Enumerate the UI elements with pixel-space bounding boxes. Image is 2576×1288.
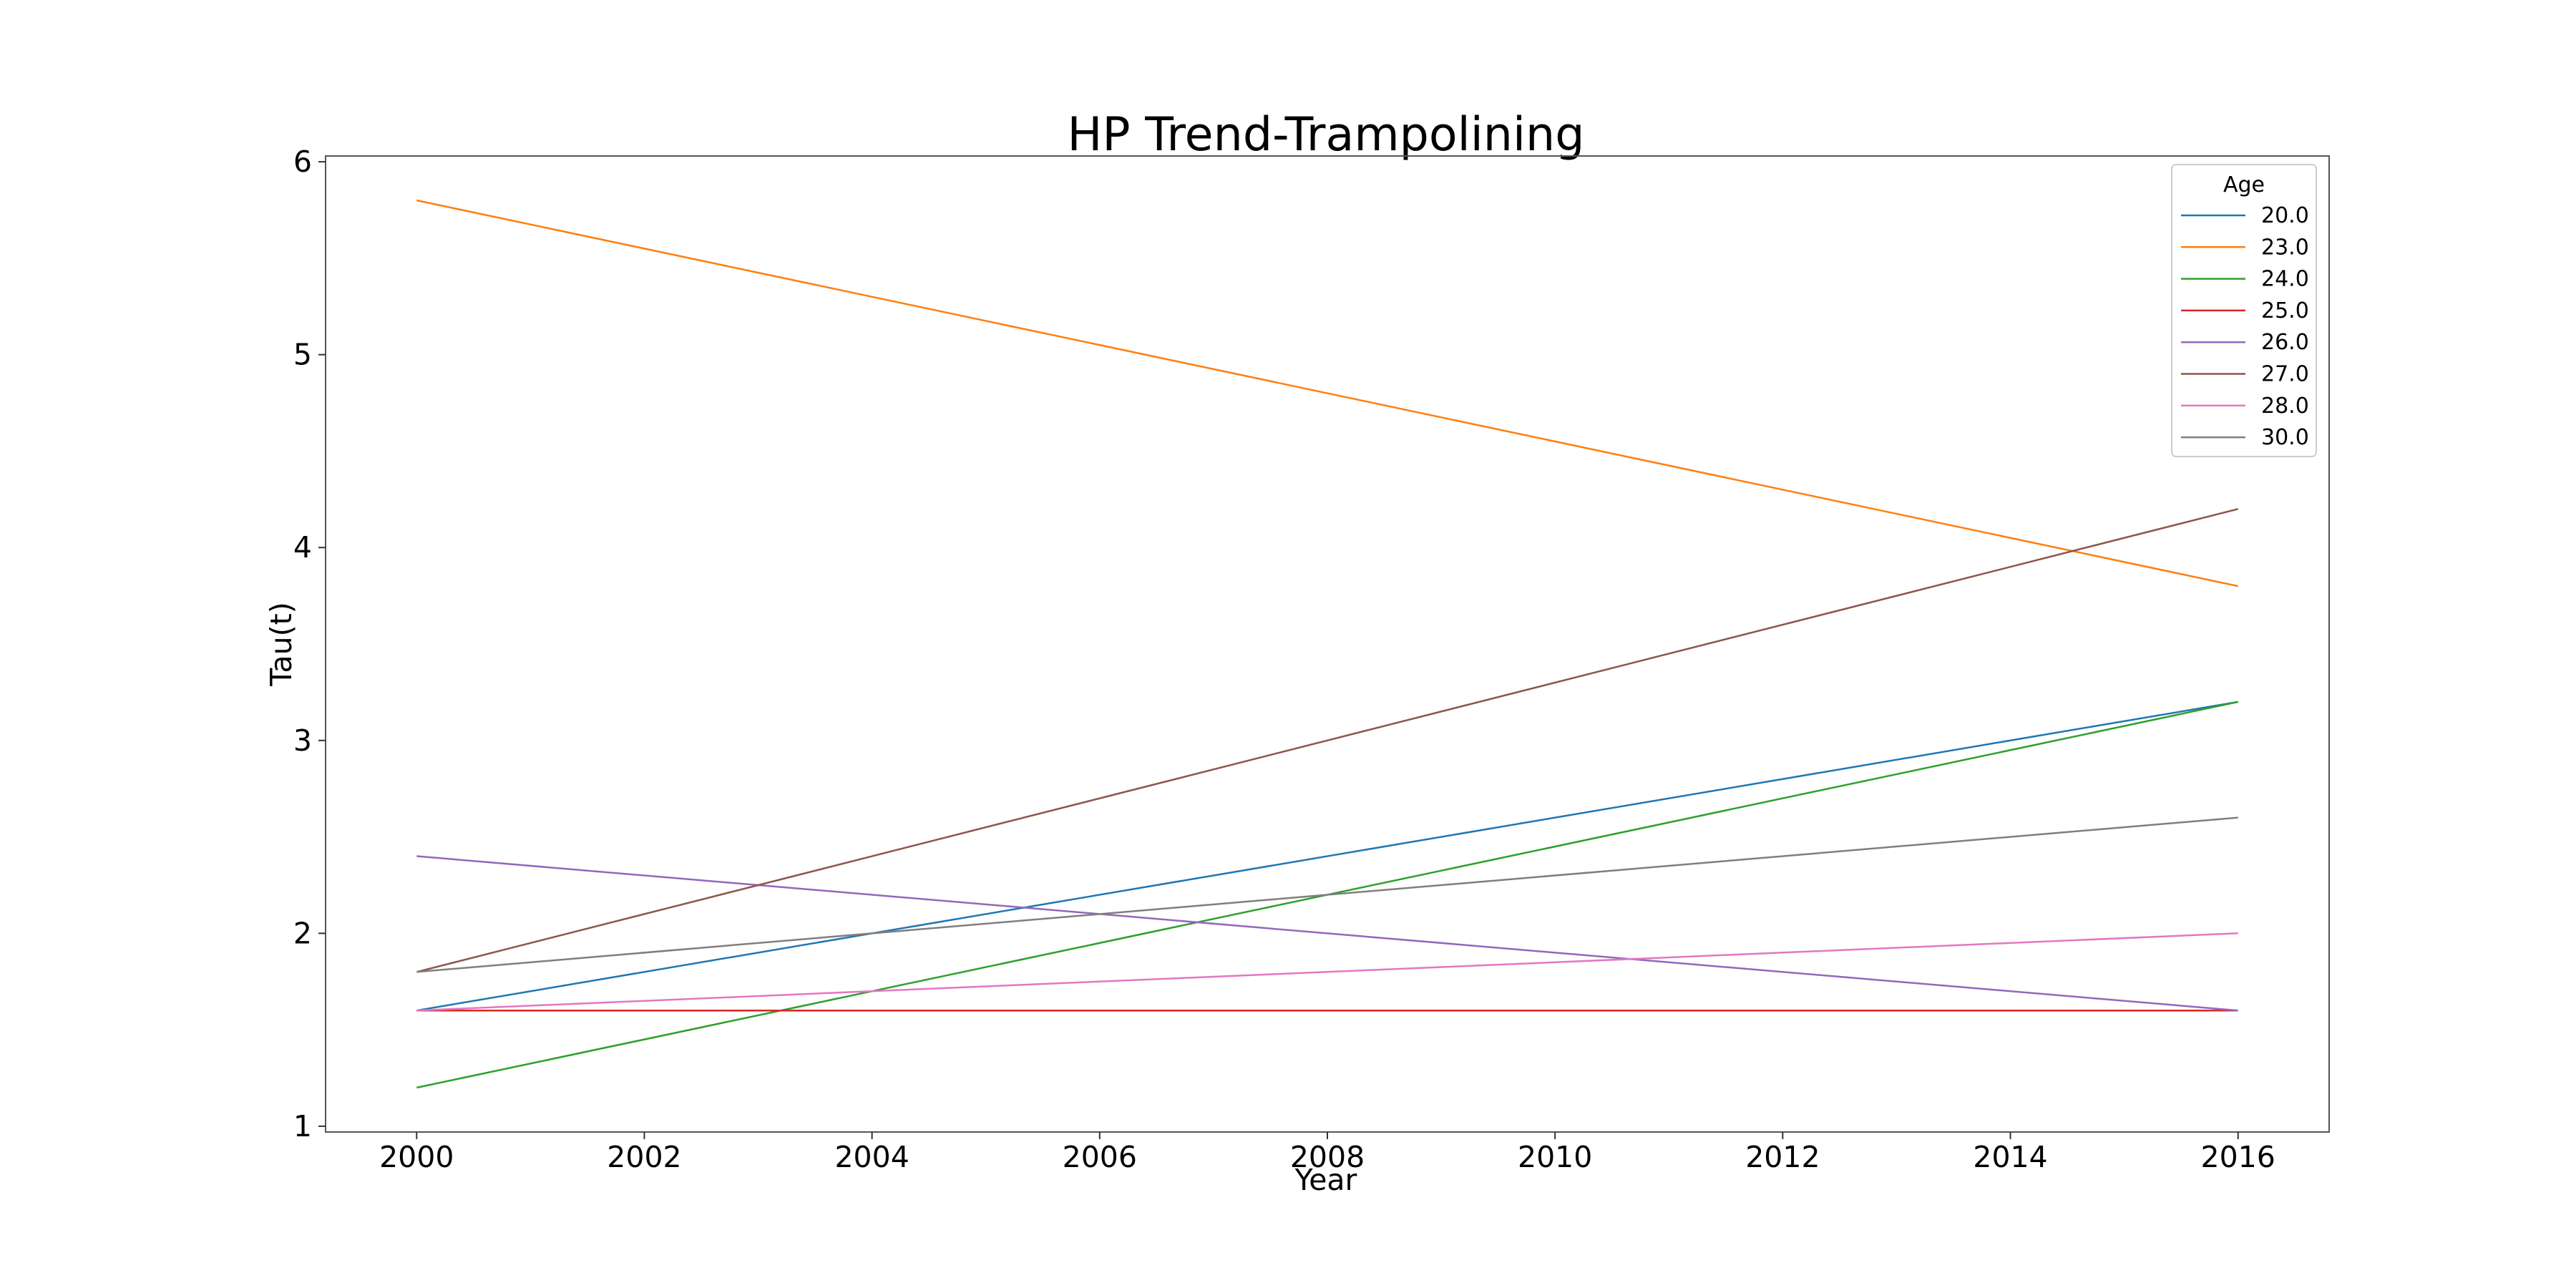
chart-title: HP Trend-Trampolining	[1068, 108, 1585, 162]
y-tick-label: 4	[293, 530, 312, 565]
x-tick-label: 2008	[1290, 1140, 1365, 1174]
y-tick-label: 5	[293, 338, 312, 372]
y-axis: 1 2 3 4 5 6	[293, 145, 326, 1143]
x-tick-label: 2006	[1063, 1140, 1137, 1174]
series-line-27-0	[416, 508, 2239, 973]
legend-label: 27.0	[2261, 362, 2309, 387]
x-tick-label: 2016	[2201, 1140, 2275, 1174]
legend-item: 26.0	[2181, 330, 2309, 355]
series-line-23-0	[416, 199, 2238, 587]
legend-item: 30.0	[2181, 425, 2309, 450]
plot-frame	[325, 155, 2330, 1133]
legend-label: 20.0	[2261, 203, 2309, 228]
series-line-30-0	[416, 816, 2238, 973]
series-line-28-0	[416, 932, 2238, 1012]
legend-item: 20.0	[2181, 203, 2309, 228]
x-axis-label: Year	[1294, 1163, 1357, 1197]
y-tick-label: 3	[293, 723, 312, 758]
x-tick-label: 2002	[607, 1140, 681, 1174]
legend-item: 25.0	[2181, 298, 2309, 323]
x-tick-label: 2014	[1973, 1140, 2047, 1174]
legend-item: 27.0	[2181, 362, 2309, 387]
x-tick-label: 2000	[379, 1140, 454, 1174]
x-tick-label: 2010	[1518, 1140, 1592, 1174]
x-tick-label: 2004	[834, 1140, 909, 1174]
series-layer	[416, 199, 2239, 1089]
x-axis: 2000 2002 2004 2006 2008 2010 2012 2014 2016	[379, 1132, 2275, 1174]
legend-label: 26.0	[2261, 330, 2309, 355]
legend-label: 30.0	[2261, 425, 2309, 450]
y-axis-label: Tau(t)	[264, 602, 298, 686]
legend-label: 28.0	[2261, 394, 2309, 419]
x-tick-label: 2012	[1745, 1140, 1820, 1174]
legend-title: Age	[2223, 172, 2265, 197]
legend-label: 25.0	[2261, 298, 2309, 323]
y-tick-label: 6	[293, 145, 312, 179]
legend: Age 20.0 23.0 24.0 25.0 26.0 27.0 28.0 30.0	[2171, 164, 2317, 457]
legend-item: 23.0	[2181, 235, 2309, 260]
legend-label: 23.0	[2261, 235, 2309, 260]
legend-items: 20.0 23.0 24.0 25.0 26.0 27.0 28.0 30.0	[2181, 203, 2309, 450]
legend-label: 24.0	[2261, 267, 2309, 292]
y-tick-label: 2	[293, 916, 312, 950]
series-line-20-0	[416, 701, 2238, 1012]
y-tick-label: 1	[293, 1109, 312, 1143]
legend-item: 28.0	[2181, 394, 2309, 419]
series-line-26-0	[416, 855, 2238, 1012]
legend-item: 24.0	[2181, 267, 2309, 292]
